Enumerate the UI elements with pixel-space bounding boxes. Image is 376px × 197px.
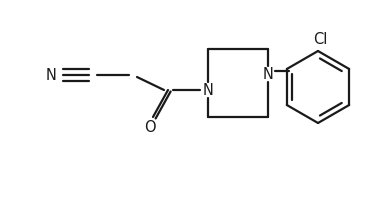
Text: Cl: Cl [313, 32, 327, 46]
Text: O: O [144, 120, 156, 135]
Text: N: N [45, 68, 56, 83]
Text: N: N [203, 83, 214, 98]
Text: N: N [262, 67, 273, 82]
